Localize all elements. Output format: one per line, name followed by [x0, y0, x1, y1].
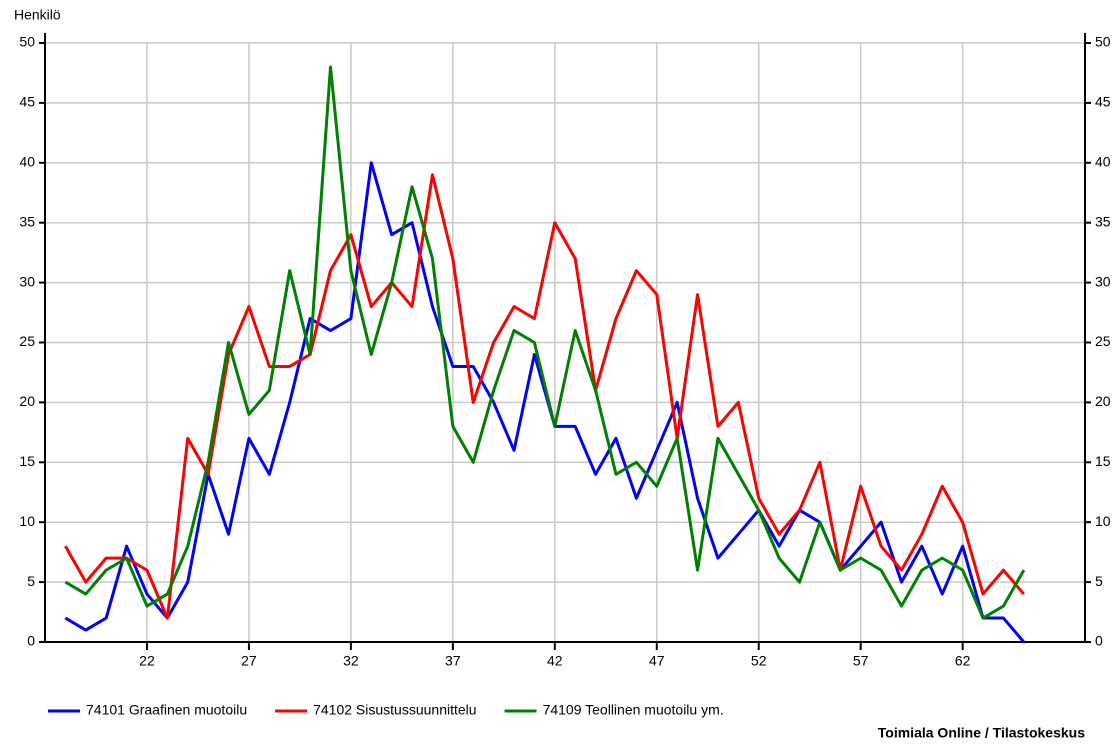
y2-tick-label: 25 — [1095, 333, 1111, 349]
y-tick-label: 5 — [27, 573, 35, 589]
y2-tick-label: 35 — [1095, 213, 1111, 229]
x-tick-label: 27 — [241, 653, 257, 669]
y2-tick-label: 0 — [1095, 633, 1103, 649]
y2-tick-label: 45 — [1095, 94, 1111, 110]
legend-label: 74102 Sisustussuunnittelu — [313, 702, 476, 718]
y-tick-label: 50 — [19, 34, 35, 50]
y-tick-label: 45 — [19, 94, 35, 110]
y2-tick-label: 15 — [1095, 453, 1111, 469]
legend-label: 74101 Graafinen muotoilu — [86, 702, 247, 718]
y-axis-label: Henkilö — [14, 7, 61, 23]
y2-tick-label: 20 — [1095, 393, 1111, 409]
y-tick-label: 15 — [19, 453, 35, 469]
legend-label: 74109 Teollinen muotoilu ym. — [543, 702, 724, 718]
series-line — [64, 65, 1026, 620]
y2-tick-label: 5 — [1095, 573, 1103, 589]
y2-tick-label: 50 — [1095, 34, 1111, 50]
y-tick-label: 25 — [19, 333, 35, 349]
x-tick-label: 62 — [955, 653, 971, 669]
x-tick-label: 22 — [139, 653, 155, 669]
y2-tick-label: 10 — [1095, 513, 1111, 529]
y2-tick-label: 30 — [1095, 273, 1111, 289]
x-tick-label: 57 — [853, 653, 869, 669]
x-tick-label: 47 — [649, 653, 665, 669]
series-line — [64, 173, 1025, 620]
y-tick-label: 10 — [19, 513, 35, 529]
y-tick-label: 35 — [19, 213, 35, 229]
x-tick-label: 37 — [445, 653, 461, 669]
y-tick-label: 0 — [27, 633, 35, 649]
y2-tick-label: 40 — [1095, 154, 1111, 170]
y-tick-label: 40 — [19, 154, 35, 170]
x-tick-label: 52 — [751, 653, 767, 669]
y-tick-label: 30 — [19, 273, 35, 289]
source: Toimiala Online / Tilastokeskus — [878, 725, 1085, 741]
x-tick-label: 32 — [343, 653, 359, 669]
x-tick-label: 42 — [547, 653, 563, 669]
y-tick-label: 20 — [19, 393, 35, 409]
